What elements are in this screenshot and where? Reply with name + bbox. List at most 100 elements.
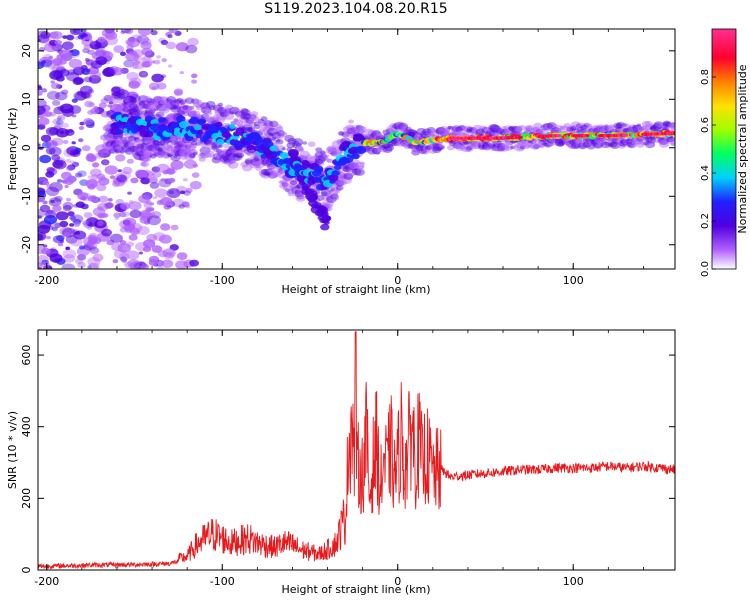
heatmap-noise-cell: [128, 201, 142, 211]
heatmap-noise-cell: [179, 71, 184, 75]
heatmap-noise-cell: [41, 141, 52, 149]
heatmap-halo-cell: [670, 141, 675, 147]
heatmap-halo-cell: [371, 147, 381, 155]
heatmap-halo-cell: [196, 99, 202, 104]
heatmap-halo-cell: [486, 130, 491, 134]
heatmap-halo-cell: [151, 147, 161, 154]
snr-ylabel: SNR (10 * v/v): [6, 411, 19, 489]
heatmap-halo-cell: [114, 148, 122, 154]
heatmap-halo-cell: [129, 103, 138, 110]
heatmap-halo-cell: [465, 128, 473, 133]
heatmap-halo-cell: [236, 114, 242, 118]
heatmap-noise-cell: [98, 102, 107, 109]
heatmap-ridge-cell: [178, 121, 190, 129]
heatmap-halo-cell: [638, 126, 645, 131]
heatmap-halo-cell: [177, 110, 186, 116]
heatmap-halo-cell: [139, 146, 145, 150]
heatmap-halo-cell: [203, 150, 215, 158]
heatmap-halo-cell: [133, 145, 142, 152]
heatmap-halo-cell: [332, 186, 339, 192]
heatmap-noise-cell: [38, 195, 46, 203]
heatmap-halo-cell: [544, 123, 554, 130]
heatmap-ridge-cell: [184, 135, 194, 142]
heatmap-halo-cell: [389, 123, 397, 129]
heatmap-halo-cell: [626, 141, 632, 146]
heatmap-halo-cell: [290, 178, 297, 183]
heatmap-halo-cell: [397, 122, 409, 131]
heatmap-ridge-cell: [331, 170, 340, 177]
heatmap-halo-cell: [604, 127, 609, 131]
heatmap-noise-cell: [66, 34, 75, 41]
heatmap-noise-cell: [68, 49, 74, 53]
heatmap-branch-cell: [317, 215, 325, 221]
spectrogram-xtick-label: 0: [394, 274, 401, 287]
heatmap-halo-cell: [554, 138, 566, 147]
heatmap-halo-cell: [309, 155, 320, 163]
heatmap-halo-cell: [535, 128, 543, 134]
heatmap-halo-cell: [111, 91, 122, 99]
heatmap-noise-cell: [128, 80, 140, 89]
heatmap-noise-cell: [98, 175, 107, 182]
heatmap-halo-cell: [505, 126, 517, 135]
heatmap-halo-cell: [247, 126, 256, 133]
heatmap-halo-cell: [146, 97, 155, 104]
heatmap-noise-cell: [180, 190, 186, 195]
heatmap-halo-cell: [206, 116, 216, 123]
heatmap-halo-cell: [198, 152, 207, 159]
heatmap-halo-cell: [217, 106, 224, 111]
heatmap-halo-cell: [411, 149, 421, 156]
heatmap-halo-cell: [258, 157, 270, 165]
heatmap-halo-cell: [375, 151, 381, 155]
heatmap-noise-cell: [62, 201, 74, 210]
heatmap-ridge-cell: [263, 140, 274, 148]
heatmap-halo-cell: [212, 142, 218, 146]
heatmap-halo-cell: [461, 126, 468, 132]
heatmap-halo-cell: [508, 141, 514, 145]
heatmap-halo-cell: [212, 147, 220, 153]
heatmap-halo-cell: [206, 142, 218, 150]
heatmap-noise-cell: [87, 226, 93, 230]
heatmap-halo-cell: [127, 142, 134, 147]
heatmap-halo-cell: [107, 104, 112, 108]
heatmap-halo-cell: [124, 147, 135, 155]
heatmap-halo-cell: [141, 142, 149, 148]
heatmap-halo-cell: [591, 141, 597, 147]
heatmap-halo-cell: [238, 115, 250, 124]
heatmap-noise-cell: [156, 55, 161, 59]
heatmap-halo-cell: [125, 99, 131, 104]
heatmap-halo-cell: [348, 162, 360, 171]
heatmap-halo-cell: [522, 144, 531, 150]
heatmap-halo-cell: [418, 145, 424, 149]
heatmap-halo-cell: [215, 116, 226, 124]
heatmap-halo-cell: [357, 128, 365, 134]
heatmap-halo-cell: [201, 153, 209, 159]
heatmap-halo-cell: [373, 147, 382, 154]
heatmap-halo-cell: [266, 127, 279, 136]
heatmap-halo-cell: [112, 135, 118, 140]
heatmap-halo-cell: [514, 143, 526, 152]
heatmap-noise-cell: [97, 36, 106, 43]
heatmap-halo-cell: [447, 125, 454, 130]
heatmap-halo-cell: [552, 125, 558, 130]
spectrogram-ytick-label: 10: [20, 92, 33, 106]
heatmap-halo-cell: [278, 180, 284, 184]
heatmap-halo-cell: [166, 114, 174, 120]
heatmap-noise-cell: [52, 99, 61, 106]
heatmap-noise-cell: [49, 253, 63, 263]
heatmap-halo-cell: [500, 146, 505, 150]
heatmap-halo-cell: [137, 102, 146, 108]
heatmap-halo-cell: [120, 136, 127, 142]
heatmap-noise-cell: [69, 215, 76, 221]
heatmap-halo-cell: [469, 127, 478, 134]
heatmap-halo-cell: [393, 121, 404, 130]
heatmap-noise-cell: [178, 101, 184, 105]
spectrogram-xlabel: Height of straight line (km): [281, 283, 430, 296]
heatmap-noise-cell: [57, 105, 65, 111]
colorbar: 0.0 0.2 0.4 0.6 0.8 Normalized spectral ampl…: [700, 28, 749, 277]
heatmap-noise-cell: [170, 224, 179, 231]
colorbar-tick-label: 0.2: [700, 213, 711, 229]
heatmap-noise-cell: [160, 197, 173, 206]
heatmap-halo-cell: [128, 145, 139, 153]
heatmap-halo-cell: [148, 106, 155, 112]
heatmap-halo-cell: [263, 123, 268, 127]
